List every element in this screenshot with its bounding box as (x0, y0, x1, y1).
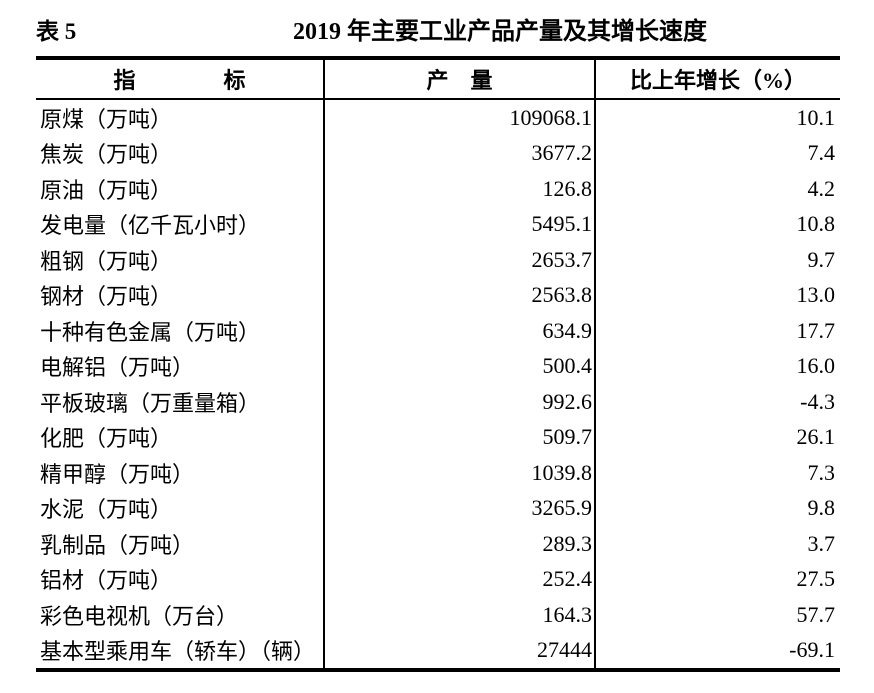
output-cell: 289.3 (323, 526, 595, 562)
table-row: 乳制品（万吨） 289.3 3.7 (36, 526, 840, 562)
growth-cell: 57.7 (594, 597, 840, 633)
growth-cell: 7.3 (594, 455, 840, 491)
growth-cell: -69.1 (594, 632, 840, 670)
indicator-cell: 粗钢（万吨） (40, 248, 173, 274)
growth-cell: 3.7 (594, 526, 840, 562)
table-row: 精甲醇（万吨） 1039.8 7.3 (36, 455, 840, 491)
output-cell: 164.3 (323, 597, 595, 633)
header-row: 指 标 产 量 比上年增长（%） (36, 58, 840, 100)
output-cell: 252.4 (323, 561, 595, 597)
indicator-cell: 电解铝（万吨） (40, 355, 195, 381)
indicator-cell: 十种有色金属（万吨） (40, 319, 261, 345)
output-cell: 2653.7 (323, 242, 595, 278)
indicator-cell: 彩色电视机（万台） (40, 603, 239, 629)
header-growth: 比上年增长（%） (594, 58, 840, 100)
growth-cell: 16.0 (594, 348, 840, 384)
table-row: 电解铝（万吨） 500.4 16.0 (36, 348, 840, 384)
growth-cell: 13.0 (594, 277, 840, 313)
growth-cell: 27.5 (594, 561, 840, 597)
table-row: 基本型乘用车（轿车）（辆） 27444 -69.1 (36, 632, 840, 670)
output-cell: 992.6 (323, 384, 595, 420)
header-output: 产 量 (323, 58, 595, 100)
growth-cell: 9.7 (594, 242, 840, 278)
indicator-cell: 平板玻璃（万重量箱） (40, 390, 261, 416)
growth-cell: 4.2 (594, 171, 840, 207)
growth-cell: 7.4 (594, 135, 840, 171)
growth-cell: 17.7 (594, 313, 840, 349)
output-cell: 634.9 (323, 313, 595, 349)
growth-cell: -4.3 (594, 384, 840, 420)
output-cell: 126.8 (323, 171, 595, 207)
industrial-products-table: 指 标 产 量 比上年增长（%） 原煤（万吨） 109068.1 10.1 焦炭… (36, 56, 840, 672)
header-indicator: 指 标 (36, 58, 324, 100)
indicator-cell: 钢材（万吨） (40, 284, 173, 310)
output-cell: 3677.2 (323, 135, 595, 171)
document-title: 2019 年主要工业产品产量及其增长速度 (293, 19, 707, 45)
indicator-cell: 基本型乘用车（轿车）（辆） (40, 639, 316, 665)
table-row: 原油（万吨） 126.8 4.2 (36, 171, 840, 207)
table-row: 平板玻璃（万重量箱） 992.6 -4.3 (36, 384, 840, 420)
output-cell: 1039.8 (323, 455, 595, 491)
table-row: 水泥（万吨） 3265.9 9.8 (36, 490, 840, 526)
table-row: 焦炭（万吨） 3677.2 7.4 (36, 135, 840, 171)
indicator-cell: 原油（万吨） (40, 177, 173, 203)
indicator-cell: 乳制品（万吨） (40, 532, 195, 558)
indicator-cell: 焦炭（万吨） (40, 142, 173, 168)
table-row: 发电量（亿千瓦小时） 5495.1 10.8 (36, 206, 840, 242)
table-row: 粗钢（万吨） 2653.7 9.7 (36, 242, 840, 278)
output-cell: 3265.9 (323, 490, 595, 526)
indicator-cell: 精甲醇（万吨） (40, 461, 195, 487)
indicator-cell: 发电量（亿千瓦小时） (40, 213, 261, 239)
table-row: 十种有色金属（万吨） 634.9 17.7 (36, 313, 840, 349)
indicator-cell: 化肥（万吨） (40, 426, 173, 452)
table-row: 彩色电视机（万台） 164.3 57.7 (36, 597, 840, 633)
indicator-cell: 水泥（万吨） (40, 497, 173, 523)
table-number-label: 表 5 (36, 19, 77, 44)
indicator-cell: 铝材（万吨） (40, 568, 173, 594)
growth-cell: 10.8 (594, 206, 840, 242)
growth-cell: 9.8 (594, 490, 840, 526)
output-cell: 27444 (323, 632, 595, 670)
growth-cell: 26.1 (594, 419, 840, 455)
table-row: 钢材（万吨） 2563.8 13.0 (36, 277, 840, 313)
table-row: 原煤（万吨） 109068.1 10.1 (36, 99, 840, 136)
output-cell: 2563.8 (323, 277, 595, 313)
indicator-cell: 原煤（万吨） (40, 106, 173, 132)
output-cell: 509.7 (323, 419, 595, 455)
growth-cell: 10.1 (594, 99, 840, 136)
table-row: 铝材（万吨） 252.4 27.5 (36, 561, 840, 597)
table-body: 原煤（万吨） 109068.1 10.1 焦炭（万吨） 3677.2 7.4 原… (36, 99, 840, 670)
output-cell: 500.4 (323, 348, 595, 384)
output-cell: 5495.1 (323, 206, 595, 242)
table-row: 化肥（万吨） 509.7 26.1 (36, 419, 840, 455)
table-header: 指 标 产 量 比上年增长（%） (36, 58, 840, 100)
output-cell: 109068.1 (323, 99, 595, 136)
